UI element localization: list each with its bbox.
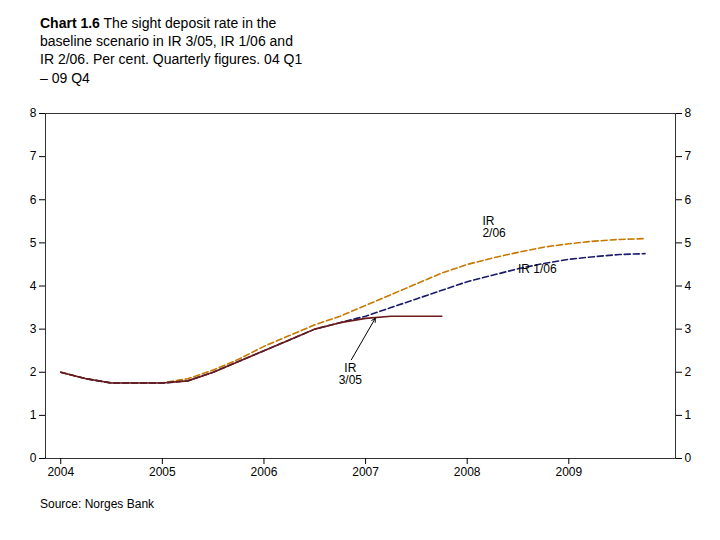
html-text:Source: Norges Bank: Source: Norges Bank [40, 496, 155, 511]
svg-text:2006: 2006 [251, 465, 278, 479]
html-text:Chart 1.6 The sight deposit ra: Chart 1.6 The sight deposit rate in the … [40, 15, 303, 86]
svg-text:3: 3 [685, 322, 692, 336]
svg-text:IR3/05: IR3/05 [339, 361, 363, 387]
svg-text:5: 5 [30, 235, 37, 249]
svg-text:2009: 2009 [555, 465, 582, 479]
svg-text:2004: 2004 [47, 465, 74, 479]
svg-text:2: 2 [30, 365, 37, 379]
svg-text:2008: 2008 [454, 465, 481, 479]
svg-text:IR2/06: IR2/06 [482, 214, 506, 240]
svg-text:1: 1 [685, 408, 692, 422]
svg-text:7: 7 [30, 149, 37, 163]
svg-text:8: 8 [685, 106, 692, 120]
svg-text:4: 4 [30, 279, 37, 293]
svg-text:6: 6 [685, 192, 692, 206]
svg-text:5: 5 [685, 235, 692, 249]
svg-text:8: 8 [30, 106, 37, 120]
svg-text:2: 2 [685, 365, 692, 379]
svg-text:7: 7 [685, 149, 692, 163]
svg-text:4: 4 [685, 279, 692, 293]
svg-text:0: 0 [685, 451, 692, 465]
svg-text:6: 6 [30, 192, 37, 206]
svg-text:3: 3 [30, 322, 37, 336]
svg-text:IR 1/06: IR 1/06 [518, 262, 557, 276]
svg-text:2005: 2005 [149, 465, 176, 479]
svg-text:2007: 2007 [352, 465, 379, 479]
svg-text:0: 0 [30, 451, 37, 465]
svg-text:1: 1 [30, 408, 37, 422]
